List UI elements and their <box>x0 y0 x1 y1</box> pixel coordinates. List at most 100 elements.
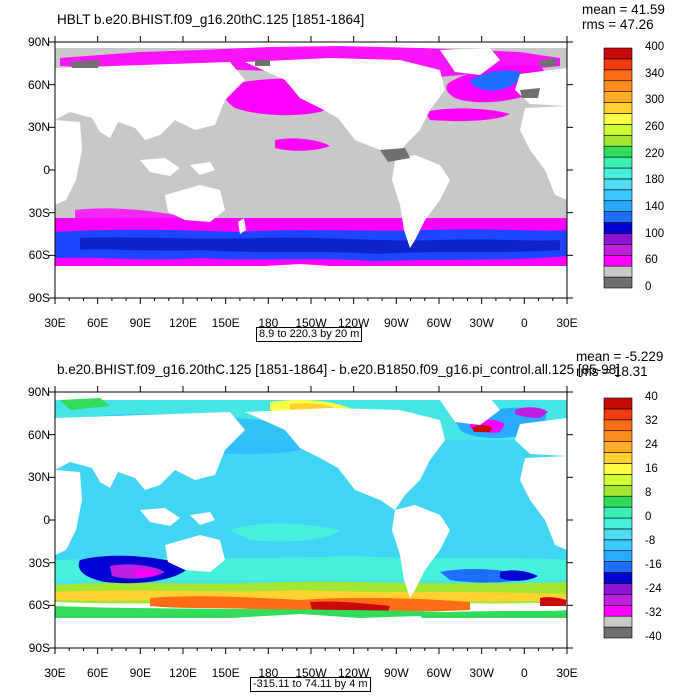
colorbar-label: 40 <box>645 391 658 403</box>
colorbar-swatch <box>603 572 633 584</box>
colorbar-swatch <box>603 517 633 530</box>
colorbar-swatch <box>603 463 633 475</box>
panel1-range-box: 8.9 to 220.3 by 20 m <box>256 327 363 342</box>
x-tick-label: 30E <box>44 666 66 680</box>
x-tick-label: 120W <box>337 316 370 330</box>
colorbar-swatch <box>603 615 633 628</box>
colorbar-label: 260 <box>645 121 665 133</box>
x-tick-label: 0 <box>520 666 528 680</box>
colorbar-label: 100 <box>645 227 665 240</box>
colorbar-swatch <box>603 539 633 552</box>
x-tick-label: 60W <box>426 666 452 680</box>
panel2-title: b.e20.BHIST.f09_g16.20thC.125 [1851-1864… <box>57 362 620 377</box>
x-tick-label: 30E <box>556 316 578 330</box>
y-tick-label: 30N <box>27 120 50 135</box>
panel1-colorbar <box>603 47 633 289</box>
colorbar-swatch <box>603 211 633 223</box>
x-tick-label: 90W <box>383 316 409 330</box>
y-tick-label: 30S <box>28 555 50 570</box>
colorbar-swatch <box>603 134 633 147</box>
x-tick-label: 60W <box>426 316 452 330</box>
panel2-map <box>49 386 573 654</box>
colorbar-swatch <box>603 233 633 245</box>
y-tick-label: 0 <box>43 513 50 527</box>
panel1-title: HBLT b.e20.BHIST.f09_g16.20thC.125 [1851… <box>57 12 365 27</box>
y-tick-label: 0 <box>43 163 50 177</box>
colorbar-swatch <box>603 408 633 421</box>
colorbar-swatch <box>603 430 633 442</box>
colorbar-label: -8 <box>645 535 656 547</box>
colorbar-swatch <box>603 178 633 191</box>
y-tick-label: 90S <box>28 641 50 655</box>
panel1-dark-seas <box>70 58 556 162</box>
panel1-mean: mean = 41.59 <box>582 2 665 17</box>
panel2-mean: mean = -5.229 <box>576 349 664 364</box>
colorbar-swatch <box>603 69 633 82</box>
colorbar-label: 400 <box>645 41 665 53</box>
colorbar-swatch <box>603 506 633 519</box>
colorbar-swatch <box>603 156 633 169</box>
y-tick-label: 60S <box>28 598 50 613</box>
colorbar-swatch <box>603 47 633 60</box>
colorbar-swatch <box>603 397 633 410</box>
colorbar-swatch <box>603 583 633 595</box>
panel2-ocean-field <box>55 398 567 618</box>
y-tick-label: 60N <box>27 427 50 442</box>
colorbar-swatch <box>603 528 633 541</box>
x-tick-label: 60E <box>86 666 109 680</box>
colorbar-swatch <box>603 441 633 453</box>
x-tick-label: 90E <box>129 316 151 330</box>
colorbar-label: 60 <box>645 254 658 267</box>
x-tick-label: 120E <box>168 666 198 680</box>
x-tick-label: 150W <box>295 316 327 330</box>
colorbar-swatch <box>603 452 633 464</box>
x-tick-label: 150E <box>211 316 240 330</box>
panel2-range-box: -315.11 to 74.11 by 4 m <box>250 677 371 692</box>
x-tick-label: 60E <box>86 316 109 330</box>
colorbar-swatch <box>603 58 633 71</box>
x-tick-label: 30W <box>469 316 494 330</box>
colorbar-label: 340 <box>645 67 665 80</box>
colorbar-label: 0 <box>645 281 652 293</box>
x-tick-label: 30E <box>44 316 66 330</box>
x-tick-label: 0 <box>520 316 528 330</box>
colorbar-swatch <box>603 561 633 573</box>
colorbar-swatch <box>603 200 633 212</box>
y-tick-label: 30N <box>27 470 50 485</box>
colorbar-label: 140 <box>645 201 665 213</box>
x-tick-label: 30E <box>556 666 578 680</box>
colorbar-swatch <box>603 80 633 92</box>
panel1-map <box>49 36 573 304</box>
colorbar-label: -24 <box>645 583 662 595</box>
colorbar-label: 24 <box>645 439 658 451</box>
y-tick-label: 60N <box>27 77 50 92</box>
colorbar-swatch <box>603 594 633 606</box>
x-tick-label: 150W <box>295 666 327 680</box>
x-tick-label: 120W <box>337 666 370 680</box>
colorbar-label: 300 <box>645 94 665 107</box>
colorbar-swatch <box>603 495 633 508</box>
panel2-land <box>55 398 567 648</box>
colorbar-swatch <box>603 167 633 180</box>
y-tick-label: 90N <box>27 35 50 49</box>
panel1-ticks <box>49 36 573 304</box>
x-tick-label: 90W <box>383 666 409 680</box>
colorbar-label: 32 <box>645 415 658 427</box>
colorbar-swatch <box>603 91 633 103</box>
colorbar-swatch <box>603 113 633 125</box>
colorbar-swatch <box>603 244 633 256</box>
colorbar-swatch <box>603 145 633 158</box>
x-tick-label: 30W <box>469 666 494 680</box>
y-tick-label: 90N <box>27 385 50 399</box>
y-tick-label: 90S <box>28 291 50 305</box>
colorbar-swatch <box>603 419 633 432</box>
colorbar-label: 220 <box>645 147 665 160</box>
colorbar-label: -32 <box>645 607 662 619</box>
colorbar-swatch <box>603 254 633 267</box>
y-tick-label: 60S <box>28 248 50 263</box>
x-tick-label: 120E <box>168 316 198 330</box>
colorbar-swatch <box>603 124 633 136</box>
x-tick-label: 90E <box>129 666 151 680</box>
colorbar-swatch <box>603 474 633 486</box>
